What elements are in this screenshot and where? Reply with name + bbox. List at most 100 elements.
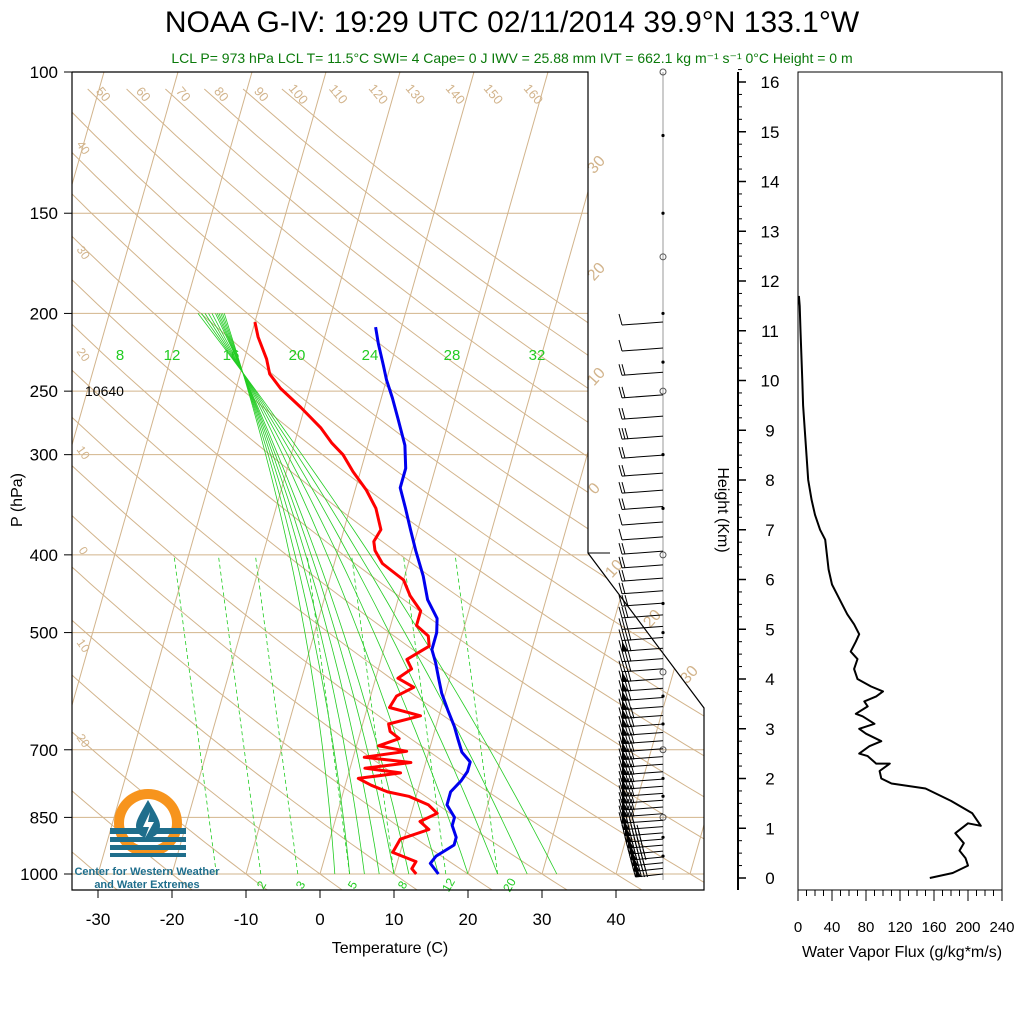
moist-adiabat-line: [204, 313, 498, 875]
dry-adiabat-line: [72, 88, 704, 890]
wvf-y-tick-label: 0: [765, 869, 774, 888]
wind-barb: [618, 498, 664, 510]
isotherm-line: [393, 72, 623, 875]
y-tick-label: 250: [30, 382, 58, 401]
isotherm-line: [541, 72, 704, 875]
moist-adiabat-line: [215, 313, 410, 875]
x-tick-label: 40: [607, 910, 626, 929]
y-tick-label: 1000: [20, 865, 58, 884]
wind-barb: [618, 689, 664, 702]
isotherm-label-left: 10: [74, 443, 93, 462]
moist-adiabat-label: 32: [529, 347, 546, 364]
wind-barb: [618, 464, 664, 477]
wind-barb: [618, 339, 664, 352]
annotation-height: 10640: [85, 383, 124, 399]
y-axis-label: P (hPa): [9, 473, 26, 527]
wind-barb: [618, 629, 664, 641]
wind-barb: [618, 670, 664, 683]
moist-adiabat-line: [197, 313, 558, 875]
y-tick-label: 300: [30, 446, 58, 465]
wvf-y-tick-label: 2: [765, 770, 774, 789]
wind-barb: [618, 715, 664, 728]
moist-adiabat-line: [220, 313, 365, 875]
moist-adiabat-line: [223, 313, 336, 875]
logo-text: Center for Western Weather and Water Ext…: [62, 866, 232, 892]
chart-subtitle: LCL P= 973 hPa LCL T= 11.5°C SWI= 4 Cape…: [171, 50, 853, 66]
dry-adiabat-label: 60: [133, 84, 154, 105]
isotherm-line: [245, 72, 475, 875]
wind-barb: [618, 618, 664, 630]
wind-barb: [618, 364, 664, 376]
mixing-ratio-line: [351, 554, 395, 875]
dry-adiabat-line: [87, 88, 704, 890]
wind-barb: [623, 830, 664, 843]
dry-adiabat-line: [72, 88, 704, 890]
logo-text-line1: Center for Western Weather: [74, 866, 220, 878]
wind-barb: [618, 513, 664, 526]
x-tick-label: 0: [315, 910, 324, 929]
x-tick-label: 20: [459, 910, 478, 929]
logo-text-line2: and Water Extremes: [94, 879, 200, 891]
wind-barb: [618, 770, 664, 783]
wind-barb: [618, 313, 664, 326]
wind-level-dot: [661, 794, 665, 798]
skewt-frame: [71, 71, 705, 891]
dry-adiabat-label: 160: [521, 81, 546, 107]
isotherm-label-left: 10: [74, 636, 93, 655]
isotherm-line: [72, 72, 253, 875]
wvf-x-tick-label: 0: [794, 919, 802, 936]
wind-barb: [632, 865, 664, 878]
dry-adiabat-line: [72, 88, 704, 890]
wind-level-dot: [661, 133, 665, 138]
isotherm-line: [615, 72, 704, 875]
moist-adiabat-label: 24: [362, 347, 379, 364]
wvf-y-tick-label: 13: [761, 222, 780, 241]
water-vapor-flux-line: [797, 295, 982, 879]
dry-adiabat-label: 100: [286, 81, 311, 107]
isotherm-line: [97, 72, 327, 875]
x-tick-label: -30: [86, 910, 111, 929]
x-tick-label: 10: [385, 910, 404, 929]
y-tick-label: 100: [30, 63, 58, 82]
wvf-x-tick-label: 80: [858, 919, 875, 936]
wind-barb: [618, 606, 664, 619]
wind-calm-marker: [659, 68, 667, 76]
mixing-ratio-line: [402, 554, 447, 875]
wind-barb: [618, 582, 664, 595]
wvf-y-tick-label: 11: [761, 322, 779, 341]
moist-adiabat-line: [222, 313, 350, 875]
dry-adiabat-line: [72, 88, 644, 890]
dry-adiabat-line: [72, 88, 269, 890]
wind-barb: [618, 748, 664, 761]
dry-adiabat-line: [72, 88, 419, 890]
isotherm-line: [0, 72, 30, 874]
dry-adiabat-label: 140: [443, 81, 468, 107]
wvf-y-tick-label: 12: [761, 272, 780, 291]
dry-adiabat-label: 150: [481, 81, 506, 107]
isotherm-label-left: 40: [74, 138, 93, 157]
wvf-y-tick-label: 3: [765, 720, 774, 739]
wvf-x-tick-label: 200: [955, 919, 980, 936]
wind-barb: [618, 446, 664, 459]
isotherm-line: [171, 72, 401, 875]
wind-barb: [618, 640, 664, 652]
mixing-ratio-line: [306, 554, 350, 875]
wind-level-dot: [661, 211, 665, 215]
wind-barb: [618, 660, 664, 673]
wvf-frame: [797, 71, 1003, 891]
wvf-x-tick-label: 160: [921, 919, 946, 936]
y-tick-label: 400: [30, 546, 58, 565]
mixing-ratio-line: [217, 554, 262, 875]
dewpoint-profile-line: [374, 326, 472, 875]
wind-barb: [618, 386, 664, 399]
isotherm-line: [319, 72, 549, 875]
dry-adiabat-line: [203, 88, 704, 890]
dry-adiabat-line: [72, 88, 704, 890]
x-tick-label: -10: [234, 910, 259, 929]
wvf-y-tick-label: 6: [765, 571, 774, 590]
y-tick-label: 150: [30, 204, 58, 223]
dry-adiabat-line: [72, 88, 569, 890]
wind-barb: [618, 569, 664, 582]
wind-level-dot: [661, 311, 665, 316]
